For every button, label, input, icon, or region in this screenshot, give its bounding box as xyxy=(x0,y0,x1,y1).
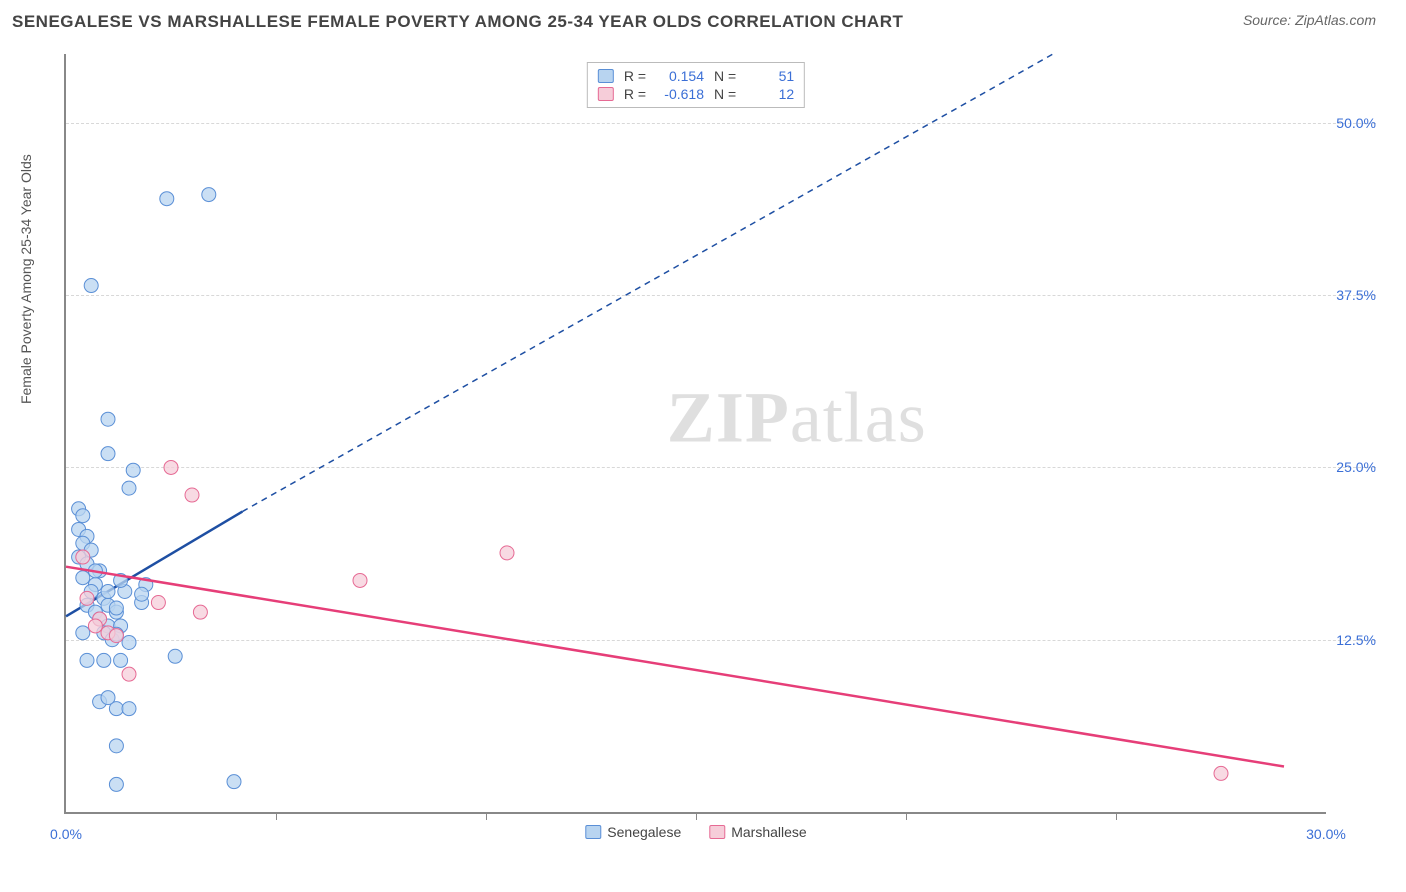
x-tick-label: 30.0% xyxy=(1306,826,1346,842)
legend-label: Marshallese xyxy=(731,824,806,840)
swatch-senegalese xyxy=(585,825,601,839)
x-tick xyxy=(906,812,907,820)
chart-svg xyxy=(66,54,1326,812)
data-point-marshallese xyxy=(122,667,136,681)
data-point-senegalese xyxy=(122,702,136,716)
data-point-senegalese xyxy=(101,412,115,426)
legend-item-marshallese: Marshallese xyxy=(709,824,806,840)
swatch-marshallese xyxy=(709,825,725,839)
legend-row-senegalese: R = 0.154 N = 51 xyxy=(598,67,794,85)
y-tick-label: 25.0% xyxy=(1328,459,1376,475)
correlation-legend: R = 0.154 N = 51 R = -0.618 N = 12 xyxy=(587,62,805,108)
y-axis-title: Female Poverty Among 25-34 Year Olds xyxy=(18,154,34,404)
data-point-senegalese xyxy=(168,649,182,663)
data-point-senegalese xyxy=(122,481,136,495)
x-tick-label: 0.0% xyxy=(50,826,82,842)
data-point-senegalese xyxy=(76,626,90,640)
y-tick-label: 12.5% xyxy=(1328,632,1376,648)
r-value-senegalese: 0.154 xyxy=(656,68,704,84)
r-label: R = xyxy=(624,68,646,84)
plot-area: 12.5%25.0%37.5%50.0%0.0%30.0% ZIPatlas R… xyxy=(64,54,1326,814)
data-point-marshallese xyxy=(185,488,199,502)
x-tick xyxy=(486,812,487,820)
data-point-marshallese xyxy=(353,573,367,587)
swatch-senegalese xyxy=(598,69,614,83)
data-point-marshallese xyxy=(151,596,165,610)
data-point-senegalese xyxy=(227,775,241,789)
regression-line-marshallese xyxy=(66,567,1284,767)
n-label: N = xyxy=(714,86,736,102)
legend-item-senegalese: Senegalese xyxy=(585,824,681,840)
data-point-marshallese xyxy=(76,550,90,564)
data-point-senegalese xyxy=(122,635,136,649)
y-tick-label: 37.5% xyxy=(1328,287,1376,303)
legend-row-marshallese: R = -0.618 N = 12 xyxy=(598,85,794,103)
data-point-marshallese xyxy=(88,619,102,633)
data-point-senegalese xyxy=(76,571,90,585)
data-point-senegalese xyxy=(76,509,90,523)
x-tick xyxy=(696,812,697,820)
regression-line-dash-senegalese xyxy=(242,54,1053,512)
r-value-marshallese: -0.618 xyxy=(656,86,704,102)
chart-container: Female Poverty Among 25-34 Year Olds 12.… xyxy=(50,40,1376,842)
data-point-marshallese xyxy=(80,591,94,605)
data-point-marshallese xyxy=(109,629,123,643)
data-point-senegalese xyxy=(202,188,216,202)
source-attribution: Source: ZipAtlas.com xyxy=(1243,12,1376,28)
data-point-senegalese xyxy=(109,739,123,753)
r-label: R = xyxy=(624,86,646,102)
chart-title: SENEGALESE VS MARSHALLESE FEMALE POVERTY… xyxy=(12,12,903,32)
data-point-senegalese xyxy=(101,584,115,598)
data-point-marshallese xyxy=(164,460,178,474)
x-tick xyxy=(1116,812,1117,820)
n-value-marshallese: 12 xyxy=(746,86,794,102)
data-point-senegalese xyxy=(101,691,115,705)
data-point-senegalese xyxy=(126,463,140,477)
data-point-marshallese xyxy=(193,605,207,619)
data-point-senegalese xyxy=(101,447,115,461)
series-legend: Senegalese Marshallese xyxy=(585,824,806,840)
data-point-marshallese xyxy=(1214,766,1228,780)
x-tick xyxy=(276,812,277,820)
n-label: N = xyxy=(714,68,736,84)
y-tick-label: 50.0% xyxy=(1328,115,1376,131)
data-point-senegalese xyxy=(109,777,123,791)
data-point-senegalese xyxy=(114,653,128,667)
data-point-senegalese xyxy=(84,279,98,293)
data-point-senegalese xyxy=(97,653,111,667)
data-point-senegalese xyxy=(80,653,94,667)
n-value-senegalese: 51 xyxy=(746,68,794,84)
swatch-marshallese xyxy=(598,87,614,101)
data-point-senegalese xyxy=(109,601,123,615)
data-point-senegalese xyxy=(135,587,149,601)
data-point-senegalese xyxy=(160,192,174,206)
legend-label: Senegalese xyxy=(607,824,681,840)
data-point-marshallese xyxy=(500,546,514,560)
